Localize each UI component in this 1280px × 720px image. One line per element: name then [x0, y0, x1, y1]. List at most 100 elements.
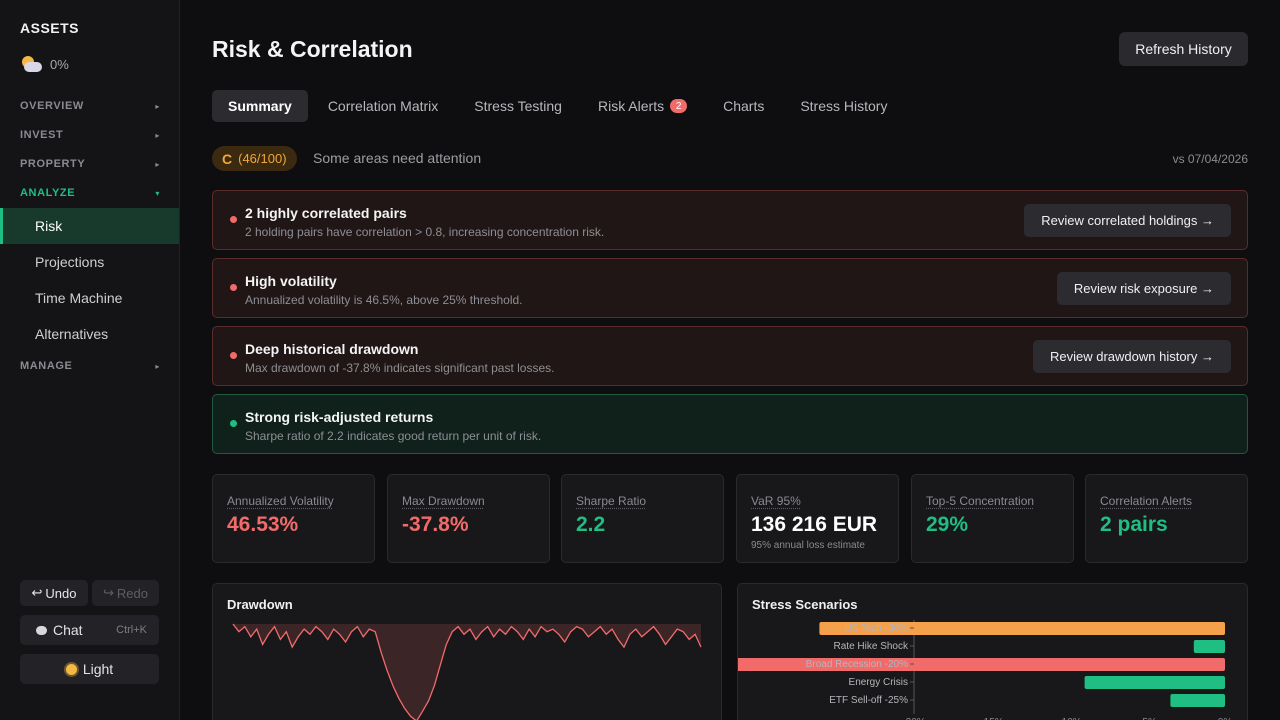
metric-card-concentration: Top-5 Concentration 29%	[911, 474, 1074, 563]
metric-value: 2.2	[576, 513, 606, 536]
sun-icon	[65, 663, 77, 675]
metric-card-max-drawdown: Max Drawdown -37.8%	[387, 474, 550, 563]
category-label: Rate Hike Shock	[834, 641, 909, 652]
chevron-down-icon: ▾	[155, 188, 160, 198]
x-tick-label: -15%	[980, 717, 1003, 720]
drawdown-chart-panel: Drawdown	[212, 583, 722, 720]
status-dot-icon	[230, 284, 237, 291]
stress-scenarios-chart: US Tech -30% Rate Hike Shock Broad Recessi…	[738, 620, 1233, 720]
alert-title: Strong risk-adjusted returns	[245, 409, 434, 425]
metric-value: 46.53%	[227, 513, 299, 536]
sidebar-item-projections[interactable]: Projections	[35, 254, 105, 270]
chevron-right-icon: ▸	[155, 130, 160, 140]
chart-title: Stress Scenarios	[752, 597, 858, 612]
chevron-right-icon: ▸	[155, 159, 160, 169]
chat-bubble-icon	[36, 626, 47, 635]
alert-description: Sharpe ratio of 2.2 indicates good retur…	[245, 429, 542, 443]
tab-stress-testing[interactable]: Stress Testing	[474, 98, 562, 114]
alert-description: Max drawdown of -37.8% indicates signifi…	[245, 361, 555, 375]
chevron-right-icon: ▸	[155, 361, 160, 371]
stress-bar	[1193, 640, 1225, 653]
metric-card-sharpe: Sharpe Ratio 2.2	[561, 474, 724, 563]
partly-cloudy-icon	[20, 54, 42, 74]
review-correlated-holdings-button[interactable]: Review correlated holdings →	[1024, 204, 1231, 237]
redo-icon: ↪	[103, 585, 114, 600]
category-label: Broad Recession -20%	[806, 659, 908, 670]
review-risk-exposure-button[interactable]: Review risk exposure →	[1056, 272, 1231, 305]
chat-shortcut: Ctrl+K	[116, 624, 147, 636]
metric-label[interactable]: Top-5 Concentration	[926, 494, 1035, 508]
category-label: US Tech -30%	[844, 623, 908, 634]
status-dot-icon	[230, 420, 237, 427]
metric-label[interactable]: Correlation Alerts	[1100, 494, 1193, 508]
x-tick-label: -20%	[902, 717, 925, 720]
tab-charts[interactable]: Charts	[723, 98, 765, 114]
nav-section-manage[interactable]: MANAGE ▸	[20, 360, 160, 372]
grade-score: (46/100)	[238, 151, 287, 166]
metric-label[interactable]: Annualized Volatility	[227, 494, 334, 508]
brand-title: ASSETS	[20, 20, 80, 36]
theme-toggle-button[interactable]: Light	[20, 654, 159, 684]
x-tick-label: -5%	[1139, 717, 1157, 720]
tab-risk-alerts[interactable]: Risk Alerts 2	[582, 90, 703, 122]
sidebar: ASSETS 0% OVERVIEW ▸ INVEST ▸ PROPERTY ▸…	[0, 0, 180, 720]
chart-title: Drawdown	[227, 597, 293, 612]
redo-button[interactable]: ↪ Redo	[92, 580, 159, 606]
status-dot-icon	[230, 216, 237, 223]
metric-label[interactable]: Sharpe Ratio	[576, 494, 647, 508]
sidebar-item-alternatives[interactable]: Alternatives	[35, 326, 109, 342]
tab-bar: Summary Correlation Matrix Stress Testin…	[212, 90, 907, 122]
risk-grade-badge: C (46/100)	[212, 146, 297, 171]
chat-button[interactable]: Chat Ctrl+K	[20, 615, 159, 645]
sidebar-item-risk[interactable]: Risk	[0, 208, 179, 244]
metric-card-correlation-alerts: Correlation Alerts 2 pairs	[1085, 474, 1248, 563]
metric-label[interactable]: VaR 95%	[751, 494, 801, 508]
stress-bar	[1084, 676, 1225, 689]
stress-bar	[738, 658, 1225, 671]
sidebar-item-time-machine[interactable]: Time Machine	[35, 290, 123, 306]
review-drawdown-history-button[interactable]: Review drawdown history →	[1032, 340, 1231, 373]
chevron-right-icon: ▸	[155, 101, 160, 111]
alert-description: Annualized volatility is 46.5%, above 25…	[245, 293, 523, 307]
x-tick-label: -10%	[1058, 717, 1081, 720]
refresh-history-button[interactable]: Refresh History	[1119, 32, 1248, 66]
nav-section-overview[interactable]: OVERVIEW ▸	[20, 100, 160, 112]
alert-count-badge: 2	[670, 99, 688, 113]
stress-scenarios-panel: Stress Scenarios US Tech -30% Rate Hike S…	[737, 583, 1248, 720]
drawdown-area	[233, 624, 701, 720]
metric-value: 29%	[926, 513, 969, 536]
drawdown-line	[232, 623, 702, 720]
tab-summary[interactable]: Summary	[212, 90, 308, 122]
undo-button[interactable]: ↩ Undo	[20, 580, 88, 606]
x-tick-label: 0%	[1218, 717, 1233, 720]
nav-section-analyze[interactable]: ANALYZE ▾	[20, 187, 160, 199]
grade-letter: C	[222, 150, 233, 167]
metric-value: 2 pairs	[1100, 513, 1168, 536]
alert-title: Deep historical drawdown	[245, 341, 419, 357]
metric-value: -37.8%	[402, 513, 469, 536]
comparison-date: vs 07/04/2026	[1172, 152, 1248, 166]
page-title: Risk & Correlation	[212, 36, 413, 62]
nav-section-property[interactable]: PROPERTY ▸	[20, 158, 160, 170]
weather-value: 0%	[50, 56, 69, 72]
drawdown-chart	[232, 623, 702, 720]
alert-title: High volatility	[245, 273, 337, 289]
nav-section-invest[interactable]: INVEST ▸	[20, 129, 160, 141]
metric-label[interactable]: Max Drawdown	[402, 494, 485, 508]
metric-subtext: 95% annual loss estimate	[751, 540, 865, 551]
alert-description: 2 holding pairs have correlation > 0.8, …	[245, 225, 605, 239]
tab-correlation-matrix[interactable]: Correlation Matrix	[327, 98, 439, 114]
market-weather: 0%	[20, 54, 69, 74]
metric-card-volatility: Annualized Volatility 46.53%	[212, 474, 375, 563]
alert-title: 2 highly correlated pairs	[245, 205, 407, 221]
tab-stress-history[interactable]: Stress History	[800, 98, 888, 114]
alert-card: 2 highly correlated pairs 2 holding pair…	[212, 190, 1248, 250]
stress-bar	[819, 622, 1225, 635]
metric-card-var: VaR 95% 136 216 EUR 95% annual loss esti…	[736, 474, 899, 563]
stress-bar	[1170, 694, 1225, 707]
metric-value: 136 216 EUR	[751, 513, 878, 536]
category-label: Energy Crisis	[849, 677, 908, 688]
alert-card-positive: Strong risk-adjusted returns Sharpe rati…	[212, 394, 1248, 454]
undo-icon: ↩	[31, 585, 43, 600]
alert-card: Deep historical drawdown Max drawdown of…	[212, 326, 1248, 386]
